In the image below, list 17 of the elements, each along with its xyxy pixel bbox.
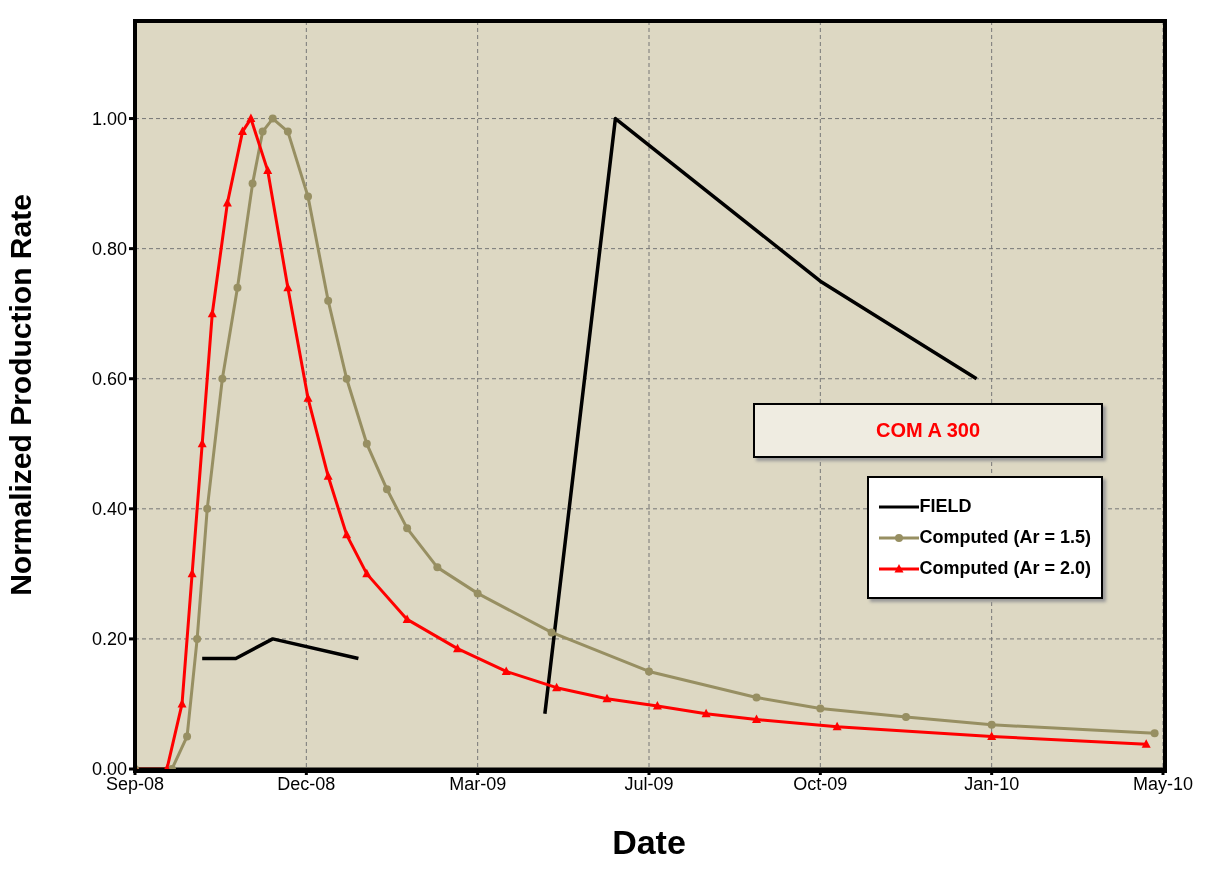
- legend-label: FIELD: [919, 496, 972, 517]
- x-tick-label: Jan-10: [964, 773, 1020, 794]
- x-tick-label: Oct-09: [793, 773, 848, 794]
- x-tick-label: Jul-09: [624, 773, 674, 794]
- y-tick-label: 0.80: [91, 239, 127, 260]
- x-tick-label: May-10: [1132, 773, 1194, 794]
- legend-label: Computed (Ar = 2.0): [919, 558, 1091, 579]
- y-tick-label: 0.60: [91, 369, 127, 390]
- y-tick-label: 1.00: [91, 108, 127, 129]
- annotation: COM A 300: [875, 418, 981, 443]
- y-tick-label: 0.20: [91, 629, 127, 650]
- y-tick-label: 0.40: [91, 499, 127, 520]
- y-axis-title: Normalized Production Rate: [3, 194, 37, 596]
- x-axis-title: Date: [612, 823, 686, 861]
- x-tick-label: Dec-08: [277, 773, 336, 794]
- legend-label: Computed (Ar = 1.5): [919, 527, 1091, 548]
- x-tick-label: Mar-09: [449, 773, 507, 794]
